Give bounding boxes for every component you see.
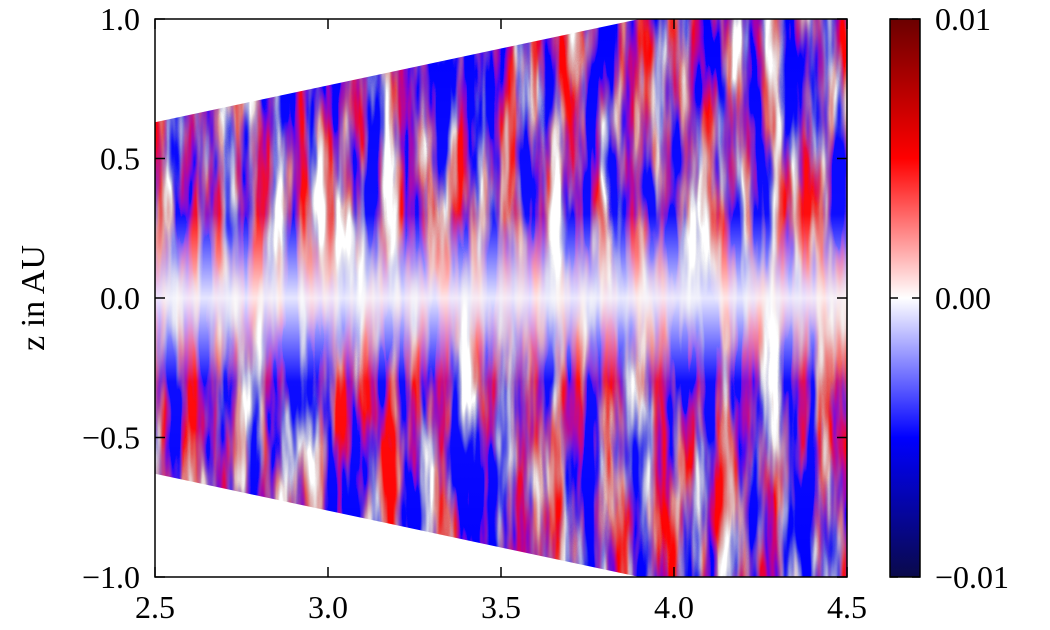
plot-area <box>155 19 847 577</box>
x-tick-label: 2.5 <box>135 589 175 625</box>
x-tick-label: 3.5 <box>481 589 521 625</box>
heatmap-field <box>155 19 847 577</box>
x-tick-label: 4.5 <box>827 589 867 625</box>
x-axis: 2.5 3.0 3.5 4.0 4.5 <box>135 19 867 625</box>
colorbar-tick-label: 0.00 <box>935 280 991 316</box>
y-axis: −1.0 −0.5 0.0 0.5 1.0 <box>82 1 847 595</box>
colorbar-tick-label: 0.01 <box>935 1 991 37</box>
y-tick-label: 1.0 <box>100 1 140 37</box>
x-tick-label: 4.0 <box>654 589 694 625</box>
y-tick-label: −1.0 <box>82 559 140 595</box>
y-tick-label: 0.0 <box>100 280 140 316</box>
colorbar-ticks: 0.01 0.00 −0.01 <box>890 1 1009 595</box>
heatmap-streaks <box>155 19 847 577</box>
colorbar-tick-label: −0.01 <box>935 559 1009 595</box>
x-tick-label: 3.0 <box>308 589 348 625</box>
y-tick-label: −0.5 <box>82 420 140 456</box>
y-tick-label: 0.5 <box>100 141 140 177</box>
y-axis-label: z in AU <box>15 245 52 351</box>
